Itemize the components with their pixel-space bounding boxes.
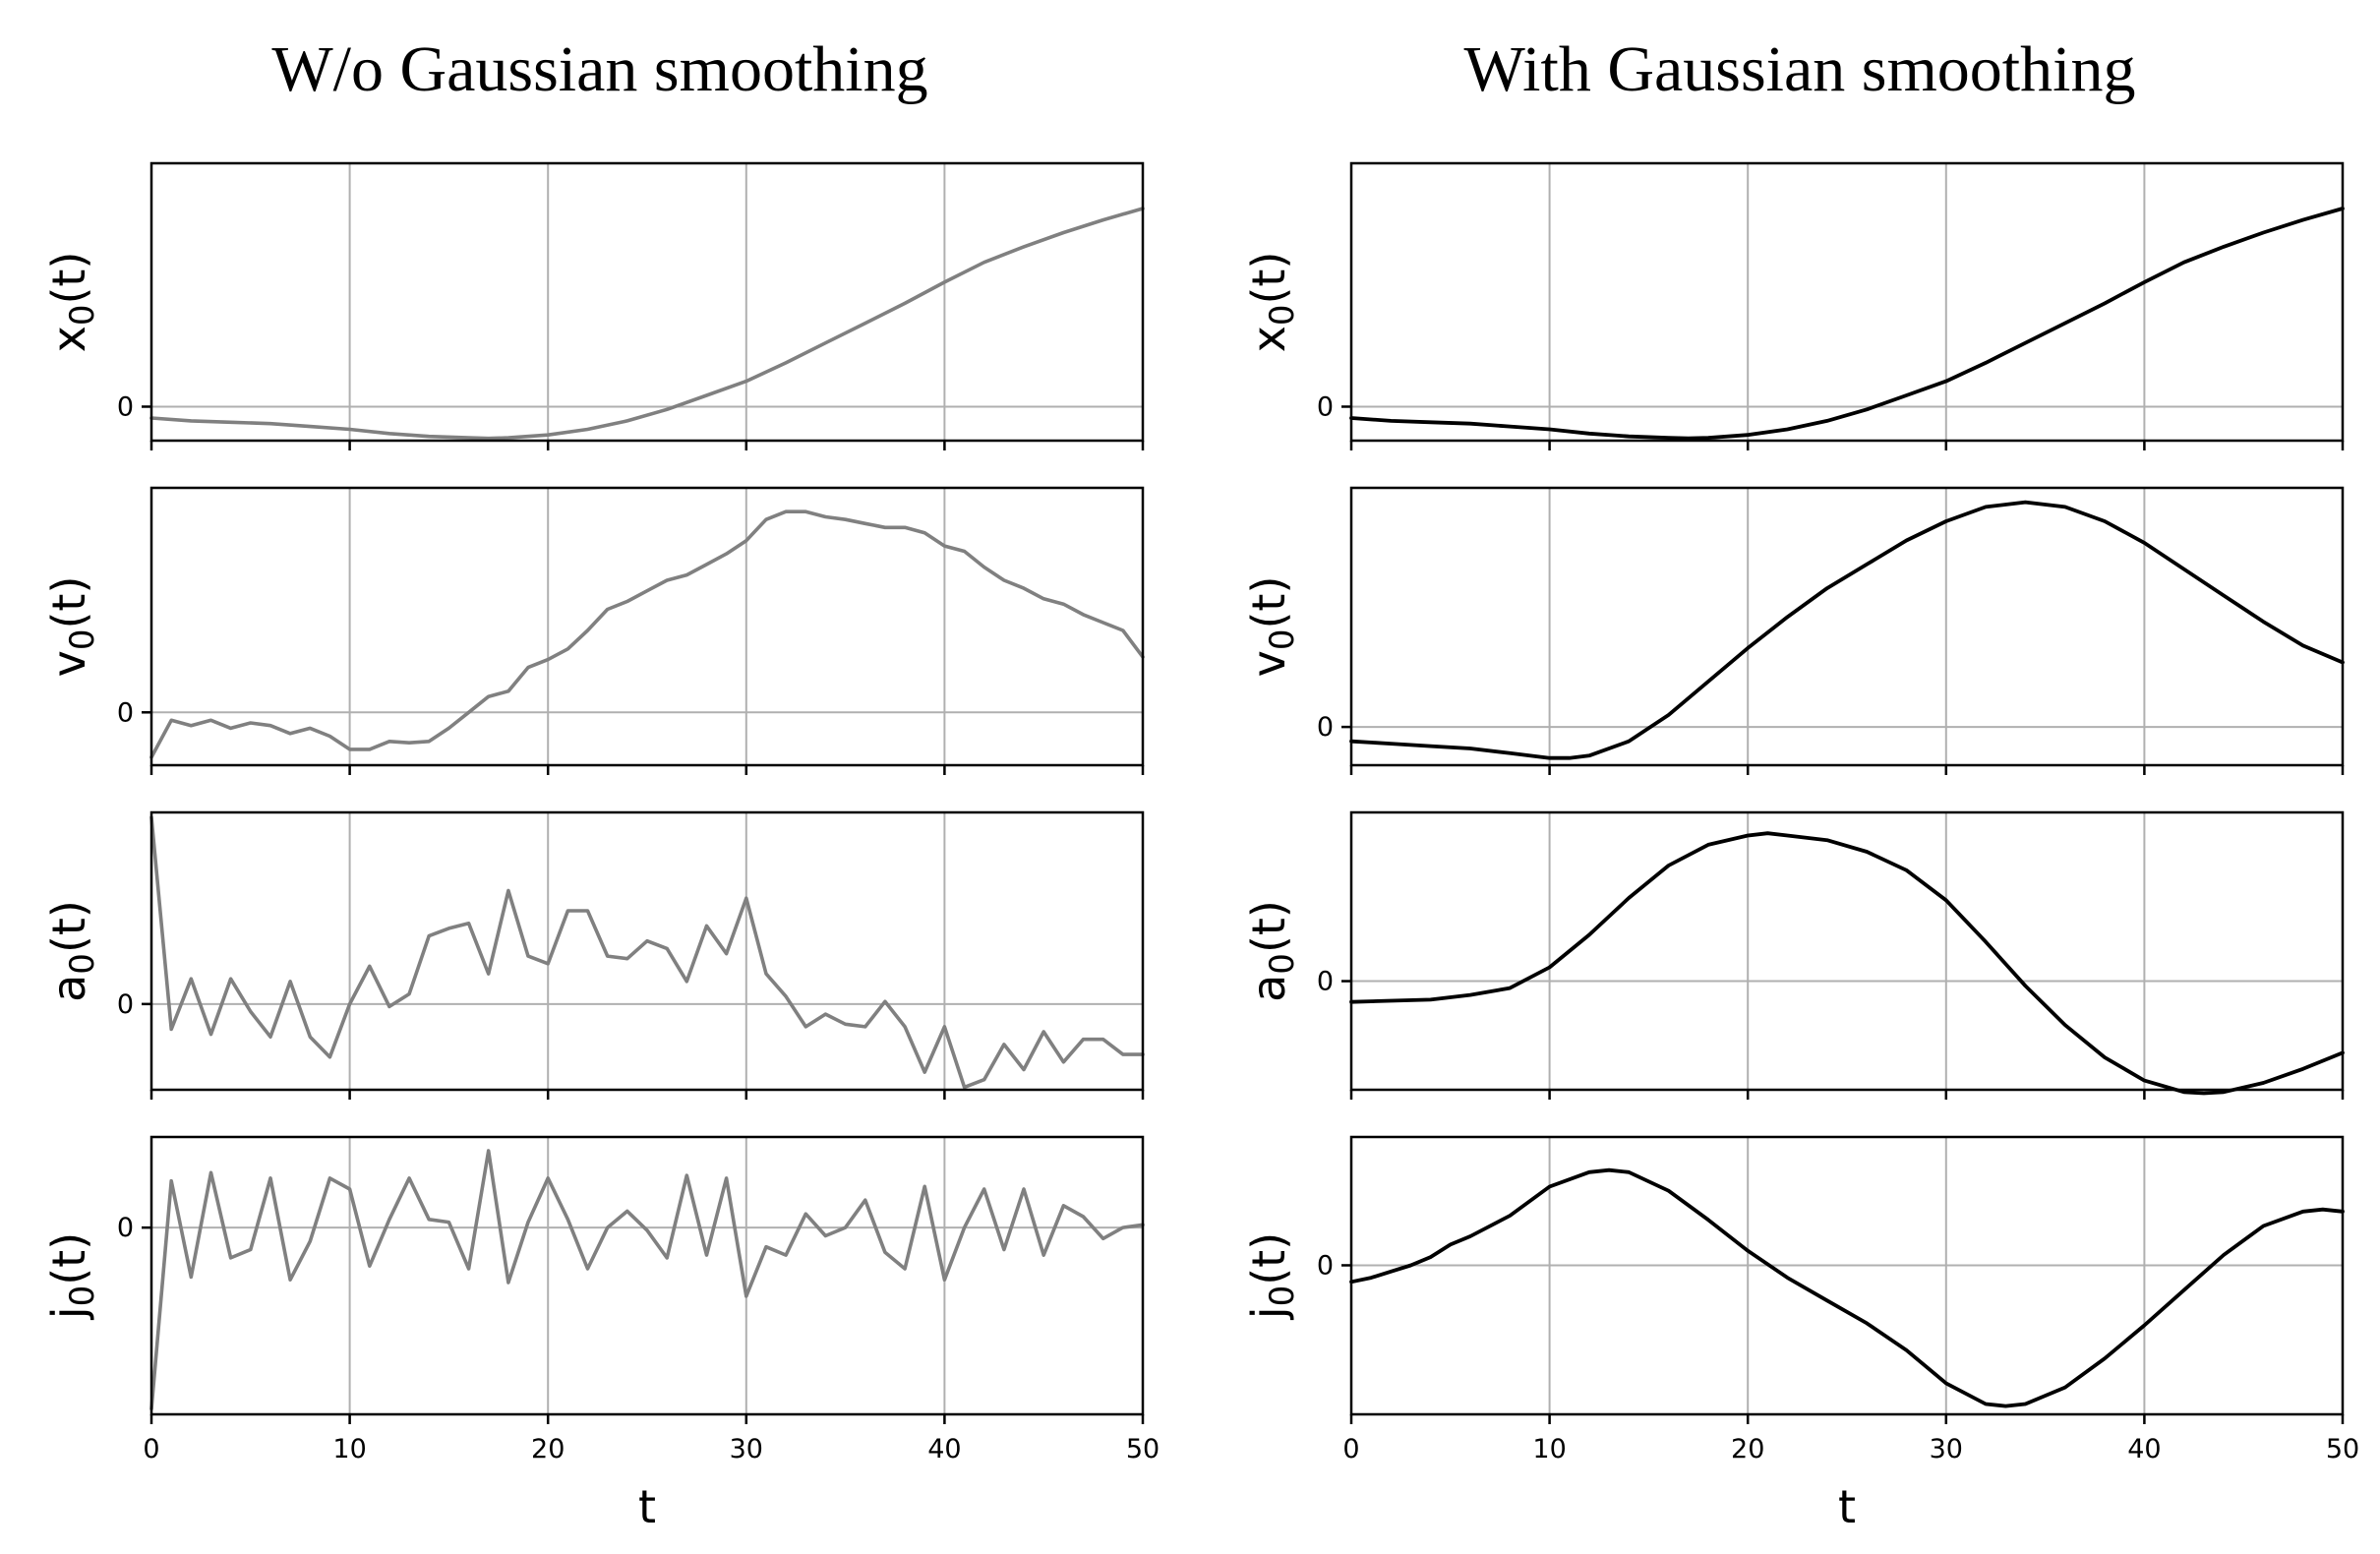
series-line-j	[149, 1149, 1145, 1411]
series-line-x	[149, 207, 1145, 441]
y-axis-label: x0(t)	[42, 252, 102, 353]
y-axis-label: v0(t)	[1242, 576, 1302, 678]
chart-1-panel-v: 0 v0(t)	[1242, 486, 2345, 775]
axes-frame	[1349, 161, 2345, 443]
x-tick-label: 50	[1126, 1434, 1160, 1464]
y-tick-label: 0	[1317, 712, 1334, 743]
chart-0-panel-j: 0 j0(t) 0 10 20 30 40 50 t	[42, 1135, 1160, 1533]
y-tick-label: 0	[117, 989, 134, 1020]
x-axis-label: t	[1838, 1480, 1856, 1533]
chart-1-panel-j: 0 j0(t) 0 10 20 30 40 50 t	[1242, 1135, 2359, 1533]
y-axis-label: v0(t)	[42, 576, 102, 678]
series-line-a	[1349, 831, 2345, 1096]
x-tick-label: 20	[531, 1434, 565, 1464]
right-column-title: With Gaussian smoothing	[1464, 33, 2136, 105]
y-axis-label: x0(t)	[1242, 252, 1302, 353]
y-tick-label: 0	[117, 391, 134, 422]
axes-frame	[1349, 486, 2345, 767]
x-tick-label: 0	[1342, 1434, 1359, 1464]
y-axis-label: a0(t)	[42, 900, 102, 1002]
x-tick-label: 0	[143, 1434, 159, 1464]
series-line-v	[1349, 500, 2345, 760]
series-line-v	[149, 509, 1145, 759]
plots-group: 0 x0(t) 0 v0(t) 0 a0(t) 0 j0(t) 0 10 20 30 40 50 t 0 x0(…	[42, 161, 2359, 1533]
series-line-x	[1349, 207, 2345, 441]
x-axis-label: t	[638, 1480, 656, 1533]
x-tick-label: 10	[1532, 1434, 1566, 1464]
y-tick-label: 0	[1317, 391, 1334, 422]
axes-frame	[149, 486, 1145, 767]
axes-frame	[1349, 1135, 2345, 1416]
x-tick-label: 20	[1731, 1434, 1764, 1464]
x-tick-label: 30	[730, 1434, 763, 1464]
chart-0-panel-a: 0 a0(t)	[42, 810, 1145, 1100]
y-axis-label: j0(t)	[1242, 1232, 1302, 1320]
y-tick-label: 0	[1317, 1250, 1334, 1281]
x-tick-label: 40	[2127, 1434, 2161, 1464]
chart-0-panel-v: 0 v0(t)	[42, 486, 1145, 775]
axes-frame	[1349, 810, 2345, 1092]
axes-frame	[149, 1135, 1145, 1416]
series-line-j	[1349, 1167, 2345, 1408]
y-axis-label: a0(t)	[1242, 900, 1302, 1002]
axes-frame	[149, 161, 1145, 443]
y-tick-label: 0	[117, 1213, 134, 1243]
x-tick-label: 10	[332, 1434, 366, 1464]
x-tick-label: 50	[2326, 1434, 2359, 1464]
axes-frame	[149, 810, 1145, 1092]
x-tick-label: 30	[1930, 1434, 1963, 1464]
y-axis-label: j0(t)	[42, 1232, 102, 1320]
x-tick-label: 40	[927, 1434, 961, 1464]
chart-1-panel-x: 0 x0(t)	[1242, 161, 2345, 450]
chart-1-panel-a: 0 a0(t)	[1242, 810, 2345, 1100]
y-tick-label: 0	[117, 697, 134, 728]
y-tick-label: 0	[1317, 967, 1334, 997]
chart-0-panel-x: 0 x0(t)	[42, 161, 1145, 450]
left-column-title: W/o Gaussian smoothing	[271, 33, 927, 105]
series-line-a	[149, 815, 1145, 1090]
